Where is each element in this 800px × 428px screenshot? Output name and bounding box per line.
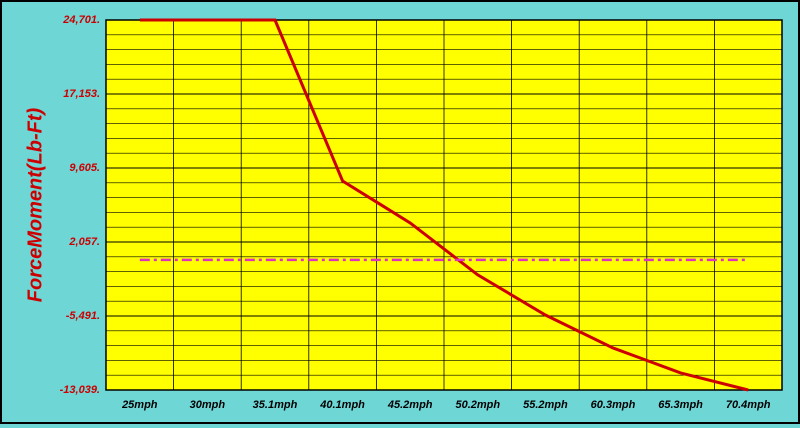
y-tick-label: 2,057. <box>68 236 100 248</box>
x-tick-label: 40.1mph <box>319 399 365 411</box>
x-tick-label: 70.4mph <box>726 399 771 411</box>
series-line <box>139 18 749 392</box>
x-tick-label: 25mph <box>121 399 158 411</box>
y-tick-label: -13,039. <box>60 384 100 396</box>
x-tick-label: 65.3mph <box>658 399 703 411</box>
y-axis-label: ForceMoment(Lb-Ft) <box>24 107 46 302</box>
x-tick-label: 60.3mph <box>591 399 636 411</box>
x-tick-label: 35.1mph <box>253 399 298 411</box>
x-tick-label: 55.2mph <box>523 399 568 411</box>
y-tick-label: 17,153. <box>63 88 100 100</box>
y-tick-label: -5,491. <box>66 310 100 322</box>
y-tick-label: 9,605. <box>69 162 100 174</box>
x-tick-label: 45.2mph <box>387 399 433 411</box>
x-tick-label: 50.2mph <box>455 399 500 411</box>
x-tick-label: 30mph <box>190 399 226 411</box>
y-tick-label: 24,701. <box>62 14 100 26</box>
